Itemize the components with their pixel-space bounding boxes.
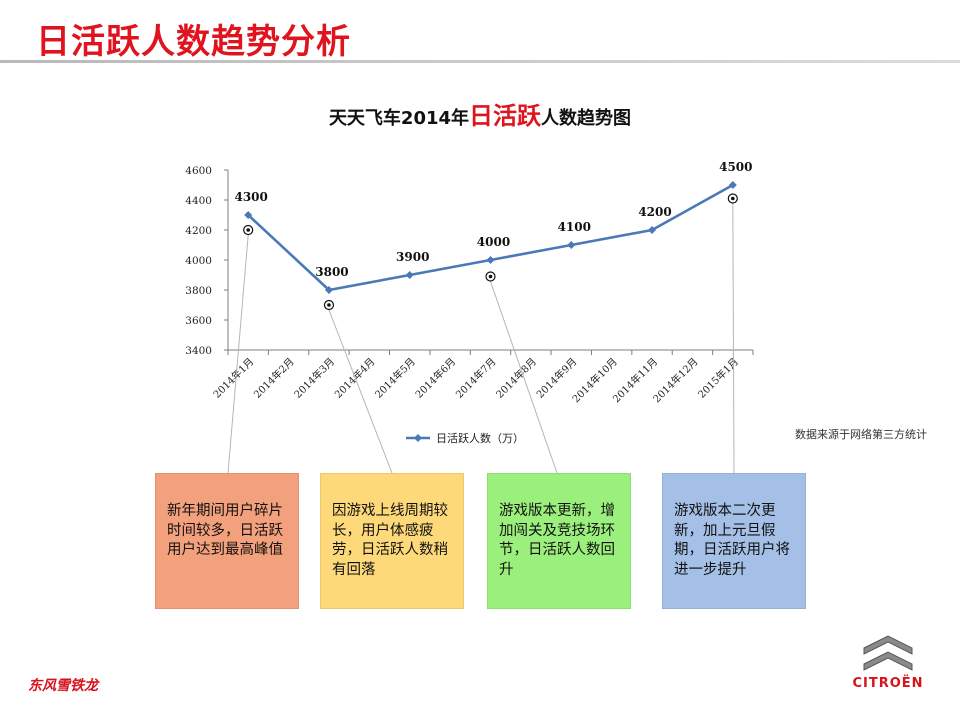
chart-title-highlight: 日活跃	[469, 102, 542, 130]
x-tick-label: 2014年2月	[251, 355, 297, 401]
y-tick-label: 4200	[185, 225, 212, 237]
annotation-box-1: 新年期间用户碎片时间较多，日活跃用户达到最高峰值	[155, 473, 299, 609]
callout-target-dot	[488, 274, 493, 279]
x-tick-label: 2014年6月	[412, 355, 458, 401]
source-note: 数据来源于网络第三方统计	[795, 428, 927, 441]
callout-line	[328, 309, 393, 474]
y-tick-label: 4400	[185, 195, 212, 207]
annotation-box-3: 游戏版本更新，增加闯关及竞技场环节，日活跃人数回升	[487, 473, 631, 609]
y-tick-label: 3600	[185, 315, 212, 327]
x-tick-label: 2014年3月	[291, 355, 337, 401]
data-point	[244, 211, 253, 219]
data-label: 4500	[719, 160, 752, 174]
data-point	[324, 286, 333, 294]
brand-logo-citroen: CITROËN	[852, 676, 924, 691]
x-tick-label: 2014年1月	[210, 355, 256, 401]
data-point	[648, 226, 657, 234]
data-point	[405, 271, 414, 279]
y-tick-label: 4000	[185, 255, 212, 267]
callout-line	[490, 281, 558, 474]
data-label: 3800	[315, 265, 348, 279]
x-tick-label: 2014年9月	[534, 355, 580, 401]
x-tick-label: 2014年7月	[453, 355, 499, 401]
page-title: 日活跃人数趋势分析	[36, 22, 351, 62]
x-tick-label: 2014年4月	[332, 355, 378, 401]
data-label: 4300	[234, 190, 267, 204]
y-tick-label: 3800	[185, 285, 212, 297]
legend-label: 日活跃人数（万）	[436, 431, 524, 445]
annotation-box-4: 游戏版本二次更新，加上元旦假期，日活跃用户将进一步提升	[662, 473, 806, 609]
title-divider	[0, 60, 960, 63]
y-tick-label: 4600	[185, 165, 212, 177]
data-label: 4200	[638, 205, 671, 219]
citroen-chevron-logo	[863, 635, 913, 671]
x-tick-label: 2014年5月	[372, 355, 418, 401]
chart-title-prefix: 天天飞车2014年	[328, 108, 470, 129]
callout-target-dot	[731, 196, 735, 201]
chart-title: 天天飞车2014年日活跃人数趋势图	[0, 96, 960, 131]
legend-marker	[414, 434, 422, 442]
data-label: 4000	[477, 235, 510, 249]
annotation-box-2: 因游戏上线周期较长，用户体感疲劳，日活跃人数稍有回落	[320, 473, 464, 609]
x-tick-label: 2014年8月	[493, 355, 539, 401]
callout-target-dot	[327, 303, 331, 307]
data-label: 3900	[396, 250, 429, 264]
data-point	[567, 241, 576, 249]
data-point	[486, 256, 495, 264]
data-point	[728, 181, 737, 189]
callout-target-dot	[246, 228, 250, 232]
callout-line	[732, 203, 735, 474]
chart-title-suffix: 人数趋势图	[541, 108, 632, 129]
y-tick-label: 3400	[185, 345, 212, 357]
brand-logo-dongfeng: 东风雪铁龙	[28, 678, 98, 694]
data-label: 4100	[558, 220, 591, 234]
callout-line	[227, 234, 249, 474]
